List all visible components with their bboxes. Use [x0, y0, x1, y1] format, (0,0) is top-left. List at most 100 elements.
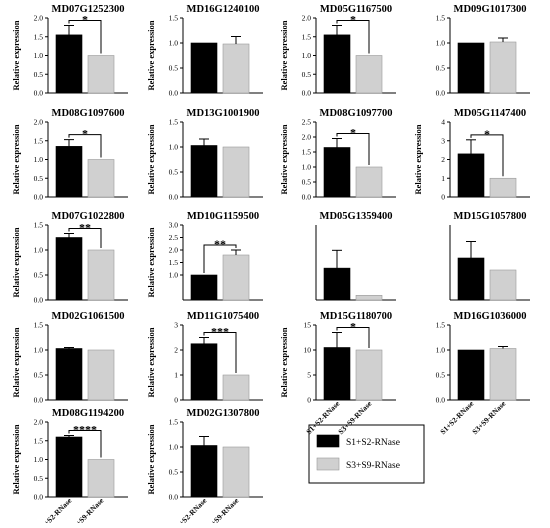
y-axis-label: Relative expression [11, 20, 21, 90]
y-tick-label: 0.5 [169, 64, 179, 73]
y-tick-label: 0.5 [34, 174, 44, 183]
chart-panel-6: MD13G1001900 0.0 0.5 1.0 1.5 Relative express… [146, 108, 263, 202]
chart-title: MD02G1061500 [52, 311, 125, 322]
y-tick-label: 0.0 [169, 493, 179, 502]
y-tick-label: 1.0 [436, 39, 446, 48]
chart-title: MD07G1022800 [52, 211, 125, 222]
y-tick-label: 1.5 [302, 148, 312, 157]
bar-s3s9 [355, 166, 383, 198]
chart-title: MD09G1017300 [454, 4, 527, 15]
bar-s1s2 [190, 445, 218, 498]
x-category-label: S3+S9-RNase [470, 399, 508, 437]
chart-title: MD10G1159500 [187, 211, 259, 222]
y-tick-label: 1.0 [302, 51, 312, 60]
y-tick-label: 0.0 [169, 193, 179, 202]
chart-title: MD11G1075400 [187, 311, 259, 322]
significance-bracket [68, 20, 102, 54]
significance-label: * [350, 126, 356, 140]
y-tick-label: 1.0 [34, 346, 44, 355]
chart-title: MD07G1252300 [52, 4, 125, 15]
y-tick-label: 0.5 [169, 468, 179, 477]
y-axis-label: Relative expression [146, 424, 156, 494]
x-category-label: S3+S9-RNase [203, 496, 241, 523]
bar-s1s2 [457, 257, 485, 301]
bar-s3s9 [489, 177, 517, 198]
y-tick-label: 3 [441, 136, 445, 145]
y-tick-label: 2.0 [302, 14, 312, 23]
y-tick-label: 5 [307, 371, 311, 380]
y-tick-label: 0.5 [34, 70, 44, 79]
chart-panel-10: MD10G1159500 1.0 1.5 2.0 2.5 3.0 Relative expr… [146, 211, 263, 301]
significance-label: * [82, 127, 88, 141]
y-axis-label: Relative expression [146, 124, 156, 194]
y-tick-label: 1.5 [169, 258, 179, 267]
y-tick-label: 0.5 [169, 168, 179, 177]
y-tick-label: 2.0 [302, 133, 312, 142]
bar-s1s2 [190, 42, 218, 94]
y-tick-label: 0.0 [34, 493, 44, 502]
chart-panel-11: MD05G1359400 [315, 211, 396, 301]
y-tick-label: 0.0 [436, 89, 446, 98]
y-tick-label: 0 [441, 193, 445, 202]
significance-bracket [68, 430, 102, 458]
significance-label: *** [211, 325, 229, 339]
chart-title: MD16G1036000 [454, 311, 527, 322]
y-tick-label: 1.5 [169, 418, 179, 427]
chart-title: MD15G1180700 [320, 311, 392, 322]
y-axis-label: Relative expression [279, 327, 289, 397]
y-axis-label: Relative expression [146, 327, 156, 397]
chart-panel-12: MD15G1057800 [449, 211, 530, 301]
chart-title: MD13G1001900 [187, 108, 260, 119]
chart-panel-5: MD08G1097600 0.0 0.5 1.0 1.5 2.0 Relative expr… [11, 108, 128, 202]
y-tick-label: 1.5 [34, 436, 44, 445]
significance-label: * [350, 13, 356, 27]
significance-bracket [68, 134, 102, 158]
chart-title: MD08G1097600 [52, 108, 125, 119]
y-tick-label: 0.5 [302, 178, 312, 187]
chart-panel-17: MD08G1194200 0.0 0.5 1.0 1.5 2.0 Relative expr… [11, 408, 128, 528]
y-tick-label: 1 [174, 371, 178, 380]
y-tick-label: 1.0 [302, 163, 312, 172]
y-tick-label: 1.0 [34, 455, 44, 464]
bar-s3s9 [222, 374, 250, 401]
y-axis-label: Relative expression [11, 327, 21, 397]
significance-label: * [350, 320, 356, 334]
chart-panel-8: MD05G1147400 0 1 2 3 4 Relative expression * [413, 108, 530, 202]
y-tick-label: 0 [307, 396, 311, 405]
chart-panel-16: MD16G10360000.00.51.01.5S1+S2-RNaseS3+S9… [436, 311, 530, 436]
y-axis-label: Relative expression [146, 227, 156, 297]
significance-bracket [203, 332, 237, 373]
y-tick-label: 0.0 [436, 396, 446, 405]
y-tick-label: 1.0 [436, 346, 446, 355]
bar-s3s9 [87, 249, 115, 301]
y-axis-label: Relative expression [279, 20, 289, 90]
y-axis-label: Relative expression [11, 227, 21, 297]
bar-s3s9 [87, 55, 115, 94]
significance-bracket [68, 228, 102, 248]
y-tick-label: 0.5 [34, 474, 44, 483]
y-tick-label: 0.0 [302, 193, 312, 202]
chart-panel-18: MD02G1307800 0.0 0.5 1.0 1.5 Relative express… [146, 408, 263, 528]
y-axis-label: Relative expression [413, 124, 423, 194]
chart-title: MD05G1147400 [454, 108, 526, 119]
y-tick-label: 10 [304, 346, 312, 355]
bar-s1s2 [323, 147, 351, 198]
y-tick-label: 1.5 [169, 118, 179, 127]
chart-panel-9: MD07G1022800 0.0 0.5 1.0 1.5 Relative express… [11, 211, 128, 305]
legend-label: S3+S9-RNase [346, 461, 400, 471]
chart-title: MD15G1057800 [454, 211, 527, 222]
y-tick-label: 0.0 [302, 89, 312, 98]
bar-s1s2 [323, 34, 351, 94]
y-tick-label: 1.0 [34, 246, 44, 255]
y-tick-label: 0.0 [34, 193, 44, 202]
chart-panel-13: MD02G1061500 0.0 0.5 1.0 1.5 Relative express… [11, 311, 128, 405]
chart-panel-1: MD07G1252300 0.0 0.5 1.0 1.5 2.0 Relative expr… [11, 4, 128, 98]
bar-s1s2 [457, 349, 485, 401]
bar-s1s2 [55, 146, 83, 198]
x-category-label: S3+S9-RNase [68, 496, 106, 523]
legend-box [308, 424, 425, 484]
y-tick-label: 3.0 [169, 221, 179, 230]
bar-s3s9 [222, 254, 250, 301]
